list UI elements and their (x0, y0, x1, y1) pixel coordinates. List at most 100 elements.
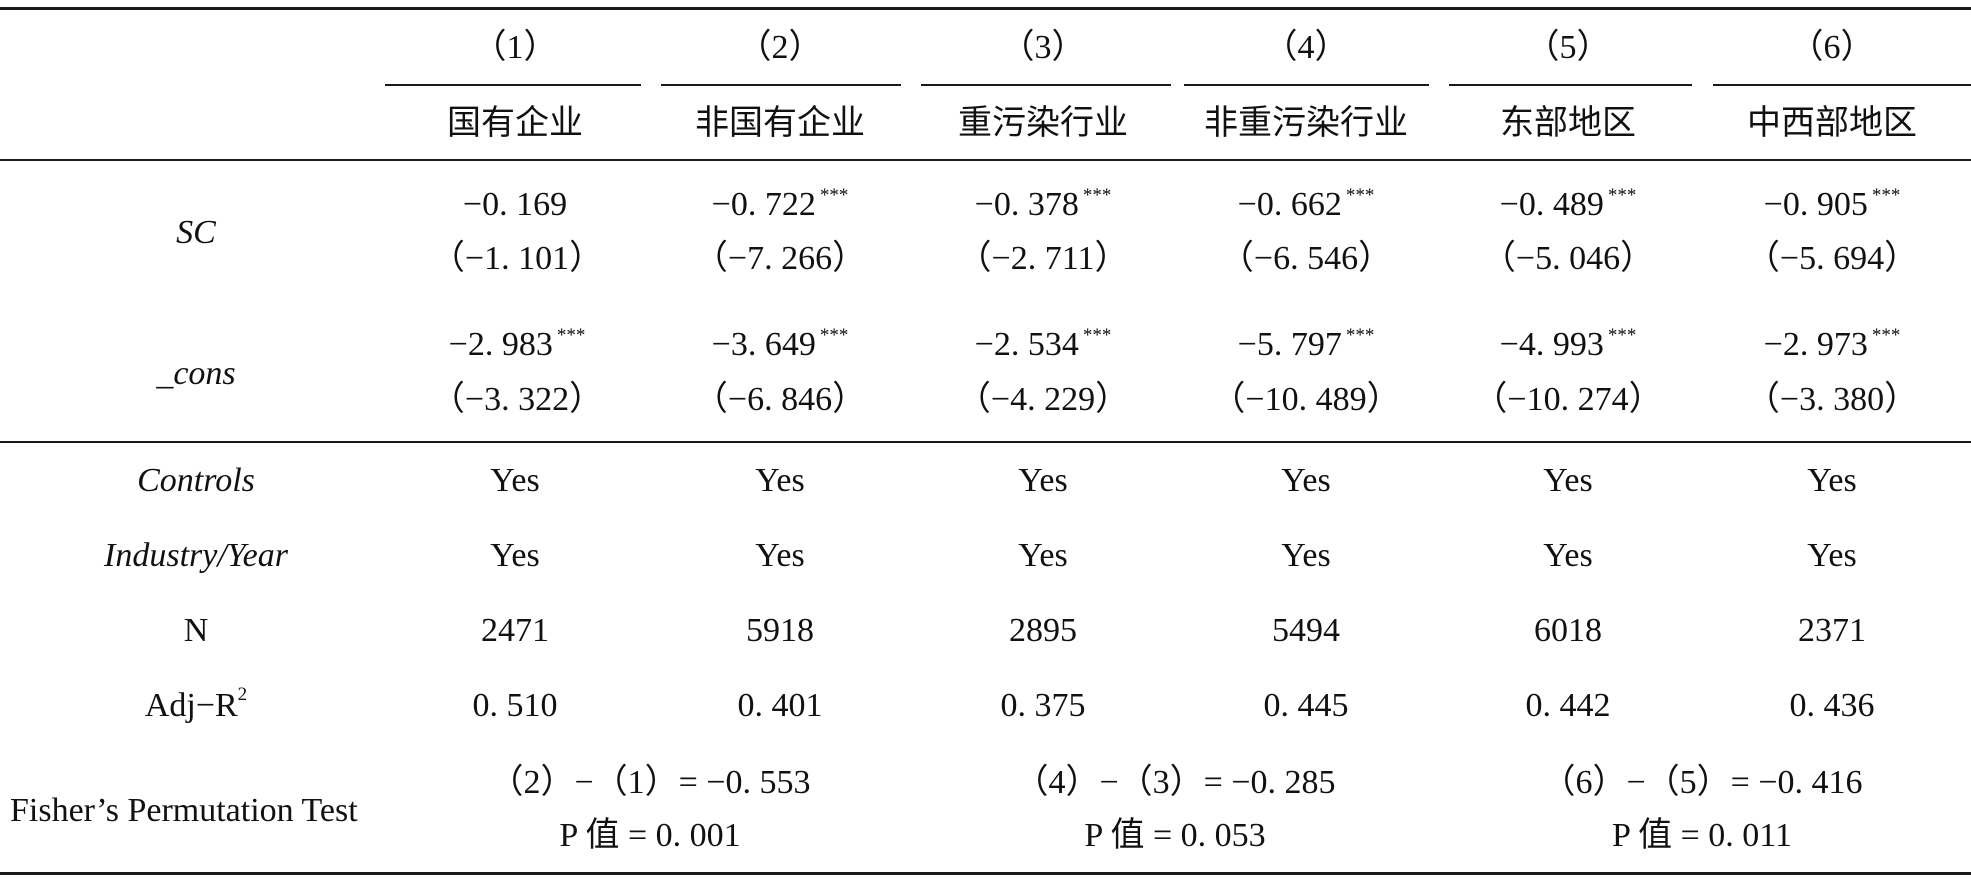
fisher-diff: （6）−（5）= −0. 416 (1541, 764, 1863, 801)
adj-r2-value: 0. 401 (737, 687, 823, 724)
coef-value: −0. 489 (1499, 186, 1604, 223)
sc-coef: −0. 662 *** (1238, 185, 1375, 225)
row-label-adj-r2: Adj−R2 (144, 685, 247, 726)
significance-stars: *** (1082, 185, 1112, 206)
cons-t-stat: （−4. 229） (956, 381, 1130, 418)
controls-value: Yes (490, 462, 540, 499)
mid-rule (0, 441, 1971, 443)
row-label-sc: SC (176, 214, 216, 251)
industry-year-value: Yes (1807, 537, 1857, 574)
controls-value: Yes (1018, 462, 1068, 499)
n-value: 5918 (746, 612, 814, 649)
industry-year-value: Yes (1281, 537, 1331, 574)
coef-value: −0. 662 (1237, 186, 1342, 223)
sc-coef: −0. 722 *** (712, 185, 849, 225)
row-label-n: N (183, 612, 209, 649)
significance-stars: *** (819, 185, 849, 206)
column-label: 非国有企业 (695, 105, 865, 142)
industry-year-value: Yes (755, 537, 805, 574)
sc-coef: −0. 378 *** (975, 185, 1112, 225)
sc-t-stat: （−5. 046） (1481, 240, 1655, 277)
column-number: （4） (1263, 29, 1349, 66)
coef-value: −2. 973 (1763, 326, 1868, 363)
column-underline-1 (385, 84, 641, 86)
column-number: （2） (737, 29, 823, 66)
cons-t-stat: （−10. 274） (1473, 381, 1663, 418)
sc-coef: −0. 169 (463, 185, 571, 225)
coef-value: −3. 649 (711, 326, 816, 363)
column-underline-2 (661, 84, 901, 86)
controls-value: Yes (1807, 462, 1857, 499)
cons-t-stat: （−3. 380） (1745, 381, 1919, 418)
cons-coef: −2. 534 *** (975, 325, 1112, 365)
coef-value: −0. 169 (462, 186, 568, 223)
significance-stars: *** (1607, 325, 1637, 346)
significance-stars: *** (1345, 185, 1375, 206)
column-number: （6） (1789, 29, 1875, 66)
coef-value: −2. 534 (974, 326, 1079, 363)
controls-value: Yes (1543, 462, 1593, 499)
n-value: 6018 (1534, 612, 1602, 649)
significance-stars: *** (1871, 185, 1901, 206)
n-value: 2471 (481, 612, 549, 649)
coef-value: −4. 993 (1499, 326, 1604, 363)
column-label: 中西部地区 (1747, 105, 1917, 142)
column-number: （1） (472, 29, 558, 66)
industry-year-value: Yes (1543, 537, 1593, 574)
coef-value: −0. 378 (974, 186, 1079, 223)
cons-coef: −2. 983 *** (449, 325, 586, 365)
sc-t-stat: （−5. 694） (1745, 240, 1919, 277)
row-label-cons: _cons (156, 355, 236, 392)
n-value: 2895 (1009, 612, 1077, 649)
fisher-p-value: P 值 = 0. 053 (1084, 817, 1266, 854)
header-rule (0, 159, 1971, 161)
column-underline-6 (1713, 84, 1971, 86)
sc-t-stat: （−1. 101） (430, 240, 604, 277)
industry-year-value: Yes (490, 537, 540, 574)
sc-t-stat: （−6. 546） (1219, 240, 1393, 277)
industry-year-value: Yes (1018, 537, 1068, 574)
cons-t-stat: （−10. 489） (1211, 381, 1401, 418)
column-number: （3） (1000, 29, 1086, 66)
fisher-diff: （4）−（3）= −0. 285 (1014, 764, 1336, 801)
column-label: 重污染行业 (958, 105, 1128, 142)
cons-coef: −4. 993 *** (1500, 325, 1637, 365)
adj-r2-value: 0. 445 (1263, 687, 1349, 724)
significance-stars: *** (1871, 325, 1901, 346)
sc-coef: −0. 489 *** (1500, 185, 1637, 225)
fisher-p-value: P 值 = 0. 011 (1611, 817, 1793, 854)
sc-coef: −0. 905 *** (1764, 185, 1901, 225)
column-underline-3 (921, 84, 1171, 86)
adj-r2-value: 0. 442 (1525, 687, 1611, 724)
significance-stars: *** (1082, 325, 1112, 346)
top-rule (0, 7, 1971, 10)
cons-coef: −3. 649 *** (712, 325, 849, 365)
sc-t-stat: （−2. 711） (957, 240, 1129, 277)
cons-t-stat: （−6. 846） (693, 381, 867, 418)
fisher-diff: （2）−（1）= −0. 553 (489, 764, 811, 801)
adj-r2-label-text: Adj−R (144, 687, 238, 724)
adj-r2-value: 0. 375 (1000, 687, 1086, 724)
column-label: 非重污染行业 (1204, 105, 1408, 142)
row-label-fisher-test: Fisher’s Permutation Test (10, 792, 358, 829)
adj-r2-value: 0. 436 (1789, 687, 1875, 724)
fisher-p-value: P 值 = 0. 001 (559, 817, 741, 854)
cons-coef: −5. 797 *** (1238, 325, 1375, 365)
bottom-rule (0, 872, 1971, 875)
adj-r2-value: 0. 510 (472, 687, 558, 724)
sc-t-stat: （−7. 266） (693, 240, 867, 277)
cons-coef: −2. 973 *** (1764, 325, 1901, 365)
column-label: 东部地区 (1500, 105, 1636, 142)
significance-stars: *** (556, 325, 586, 346)
coef-value: −0. 905 (1763, 186, 1868, 223)
row-label-controls: Controls (137, 462, 255, 499)
column-underline-5 (1449, 84, 1692, 86)
column-label: 国有企业 (447, 105, 583, 142)
significance-stars: *** (1607, 185, 1637, 206)
n-value: 5494 (1272, 612, 1340, 649)
controls-value: Yes (755, 462, 805, 499)
coef-value: −5. 797 (1237, 326, 1342, 363)
row-label-industry-year: Industry/Year (104, 537, 288, 574)
column-underline-4 (1184, 84, 1429, 86)
